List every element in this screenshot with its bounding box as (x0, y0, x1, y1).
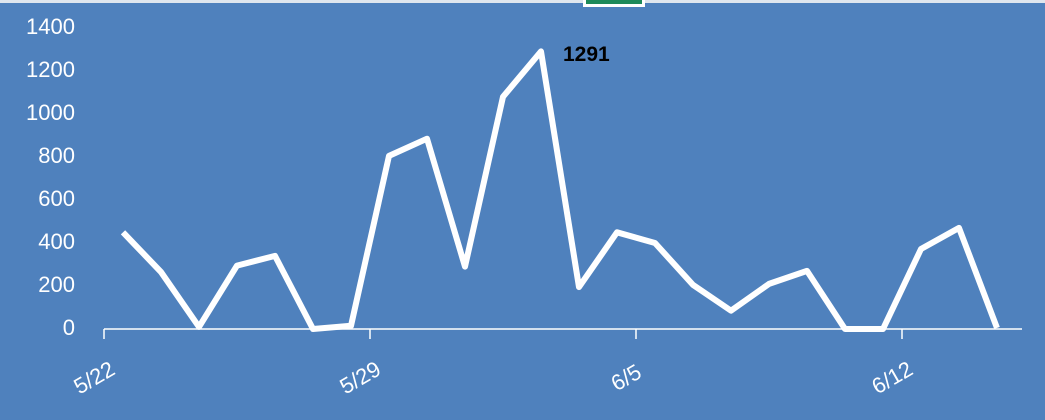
y-tick-label: 800 (38, 143, 75, 168)
y-tick-label: 1000 (26, 100, 75, 125)
data-label: 1291 (563, 43, 610, 66)
y-tick-label: 1400 (26, 14, 75, 39)
top-strip (0, 0, 1045, 3)
data-line (120, 48, 1000, 332)
y-tick-label: 0 (63, 315, 75, 340)
y-tick-label: 600 (38, 186, 75, 211)
top-tab-fill (586, 0, 642, 4)
y-tick-label: 200 (38, 272, 75, 297)
y-tick-label: 400 (38, 229, 75, 254)
y-tick-label: 1200 (26, 57, 75, 82)
